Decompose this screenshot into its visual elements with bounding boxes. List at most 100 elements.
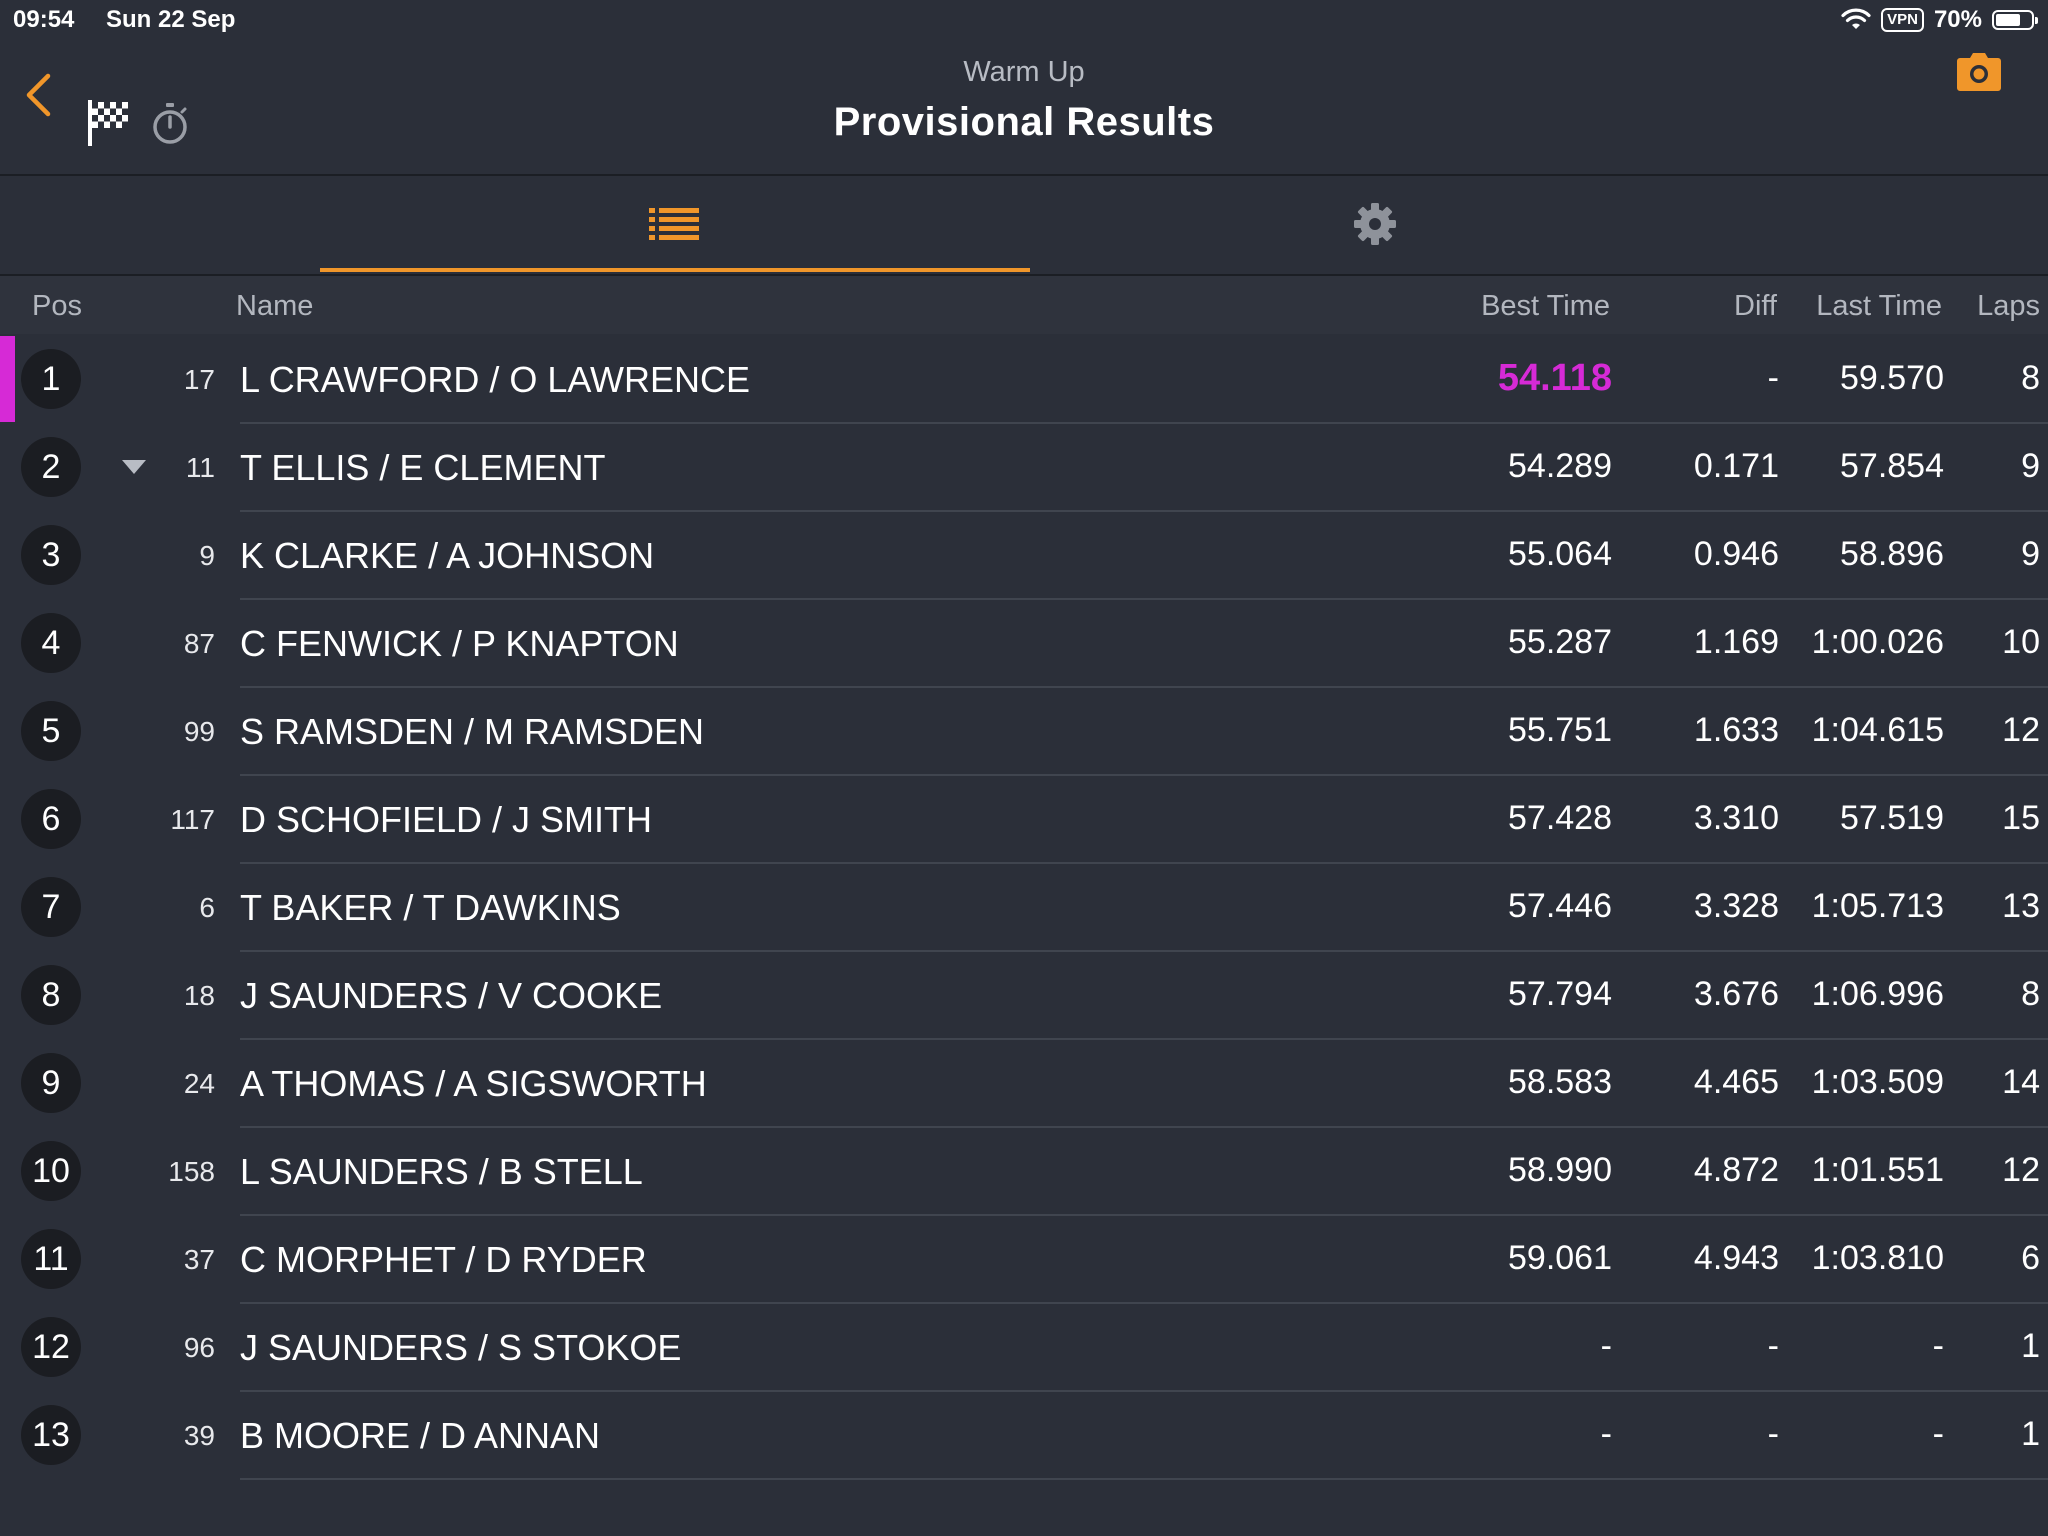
col-name[interactable]: Name: [236, 290, 314, 322]
diff-time: 0.171: [1693, 447, 1779, 485]
battery-icon: [1992, 10, 2038, 30]
car-number: 6: [199, 892, 215, 923]
results-table: 1 17 L CRAWFORD / O LAWRENCE 54.118-59.570 8…: [0, 336, 2048, 1480]
diff-time: 0.946: [1693, 535, 1779, 573]
table-row[interactable]: 9 24 A THOMAS / A SIGSWORTH 58.583 4.465 1:03…: [0, 1040, 2048, 1128]
diff-time: -: [1767, 1327, 1779, 1365]
table-row[interactable]: 11 37 C MORPHET / D RYDER 59.061 4.943 1:03.8…: [0, 1216, 2048, 1304]
row-divider: [240, 774, 2048, 776]
table-row[interactable]: 7 6 T BAKER / T DAWKINS 57.446 3.328 1:05.713…: [0, 864, 2048, 952]
last-time: -: [1932, 1415, 1944, 1453]
best-time: 58.990: [1508, 1151, 1612, 1189]
lap-count: 9: [2021, 535, 2040, 573]
best-time: 57.794: [1508, 975, 1612, 1013]
col-pos[interactable]: Pos: [32, 290, 82, 322]
driver-names: A THOMAS / A SIGSWORTH: [240, 1063, 707, 1104]
row-divider: [240, 1302, 2048, 1304]
battery-percent: 70%: [1933, 6, 1982, 33]
driver-names: S RAMSDEN / M RAMSDEN: [240, 711, 705, 752]
row-divider: [240, 510, 2048, 512]
position-badge: 10: [21, 1141, 81, 1201]
driver-names: T BAKER / T DAWKINS: [240, 887, 621, 928]
status-time: 09:54: [13, 6, 75, 33]
last-time: -: [1932, 1327, 1944, 1365]
last-time: 58.896: [1840, 535, 1944, 573]
best-time: 54.289: [1508, 447, 1612, 485]
best-time: -: [1600, 1327, 1612, 1365]
diff-time: 3.328: [1693, 887, 1779, 925]
lap-count: 12: [2002, 711, 2040, 749]
last-time: 57.854: [1840, 447, 1944, 485]
car-number: 24: [183, 1068, 215, 1099]
table-row[interactable]: 5 99 S RAMSDEN / M RAMSDEN 55.751 1.633 1:04.…: [0, 688, 2048, 776]
driver-names: C MORPHET / D RYDER: [240, 1239, 647, 1280]
driver-names: B MOORE / D ANNAN: [240, 1415, 601, 1456]
lap-count: 10: [2002, 623, 2040, 661]
table-row[interactable]: 6 117 D SCHOFIELD / J SMITH 57.428 3.310 57.5…: [0, 776, 2048, 864]
lap-count: 13: [2002, 887, 2040, 925]
position-badge: 4: [21, 613, 81, 673]
driver-names: L SAUNDERS / B STELL: [240, 1151, 643, 1192]
table-row[interactable]: 2 11 T ELLIS / E CLEMENT 54.289 0.171 57.854 9: [0, 424, 2048, 512]
position-badge: 3: [21, 525, 81, 585]
lap-count: 9: [2021, 447, 2040, 485]
best-time: -: [1600, 1415, 1612, 1453]
car-number: 96: [183, 1332, 215, 1363]
driver-names: L CRAWFORD / O LAWRENCE: [240, 359, 751, 400]
tab-settings[interactable]: [1020, 176, 1730, 272]
best-time: 59.061: [1508, 1239, 1612, 1277]
diff-time: 1.169: [1693, 623, 1779, 661]
diff-time: 4.943: [1693, 1239, 1779, 1277]
car-number: 17: [183, 364, 215, 395]
table-row[interactable]: 3 9 K CLARKE / A JOHNSON 55.064 0.946 58.896 9: [0, 512, 2048, 600]
driver-names: J SAUNDERS / V COOKE: [240, 975, 663, 1016]
checkered-flag-icon[interactable]: [86, 98, 130, 148]
car-number: 99: [183, 716, 215, 747]
position-down-icon: [122, 460, 146, 474]
battery-fill: [1996, 14, 2020, 26]
stopwatch-icon[interactable]: [150, 102, 190, 146]
best-time: 55.064: [1508, 535, 1612, 573]
view-tabs: [0, 176, 2048, 276]
status-bar: 09:54 Sun 22 Sep VPN 70%: [0, 0, 2048, 40]
best-time: 57.428: [1508, 799, 1612, 837]
table-row[interactable]: 1 17 L CRAWFORD / O LAWRENCE 54.118 - 59.570 8: [0, 336, 2048, 424]
table-row[interactable]: 13 39 B MOORE / D ANNAN - - - 1: [0, 1392, 2048, 1480]
last-time: 59.570: [1840, 359, 1944, 397]
row-divider: [240, 422, 2048, 424]
last-time: 57.519: [1840, 799, 1944, 837]
car-number: 39: [183, 1420, 215, 1451]
lap-count: 1: [2021, 1415, 2040, 1453]
diff-time: -: [1767, 359, 1779, 397]
row-divider: [240, 686, 2048, 688]
table-row[interactable]: 4 87 C FENWICK / P KNAPTON 55.287 1.169 1:00.…: [0, 600, 2048, 688]
diff-time: 1.633: [1693, 711, 1779, 749]
battery-cap: [2035, 17, 2038, 24]
position-badge: 1: [21, 349, 81, 409]
table-row[interactable]: 8 18 J SAUNDERS / V COOKE 57.794 3.676 1:06.9…: [0, 952, 2048, 1040]
col-best-time[interactable]: Best Time: [1481, 290, 1610, 322]
gear-icon: [1354, 203, 1396, 245]
position-badge: 8: [21, 965, 81, 1025]
back-button[interactable]: [16, 60, 60, 130]
tab-results-list[interactable]: [320, 176, 1030, 272]
col-diff[interactable]: Diff: [1734, 290, 1777, 322]
position-badge: 7: [21, 877, 81, 937]
session-subtitle: Warm Up: [963, 56, 1085, 88]
row-divider: [240, 1038, 2048, 1040]
diff-time: -: [1767, 1415, 1779, 1453]
position-badge: 12: [21, 1317, 81, 1377]
car-number: 117: [170, 804, 215, 835]
lap-count: 8: [2021, 975, 2040, 1013]
col-last-time[interactable]: Last Time: [1816, 290, 1942, 322]
row-divider: [240, 598, 2048, 600]
row-divider: [240, 1390, 2048, 1392]
status-date: Sun 22 Sep: [106, 6, 236, 33]
col-laps[interactable]: Laps: [1977, 290, 2040, 322]
table-row[interactable]: 12 96 J SAUNDERS / S STOKOE - - - 1: [0, 1304, 2048, 1392]
camera-icon[interactable]: [1956, 52, 2002, 92]
driver-names: C FENWICK / P KNAPTON: [240, 623, 679, 664]
results-column-header: Pos Name Best Time Diff Last Time Laps: [0, 276, 2048, 334]
table-row[interactable]: 10 158 L SAUNDERS / B STELL 58.990 4.872 1:01…: [0, 1128, 2048, 1216]
position-badge: 13: [21, 1405, 81, 1465]
